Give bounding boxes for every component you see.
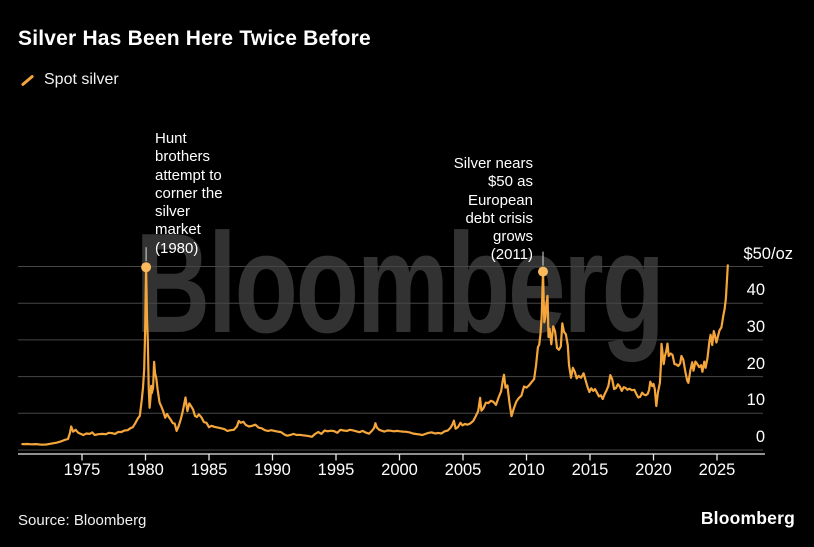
x-tick-label-2020: 2020 <box>635 461 672 479</box>
x-tick-label-1975: 1975 <box>63 461 101 479</box>
y-tick-label-0: 0 <box>755 428 765 446</box>
spot-silver-series <box>21 264 729 446</box>
x-tick-label-2015: 2015 <box>571 461 609 479</box>
y-tick-label-50: $50/oz <box>743 244 793 263</box>
x-tick-label-2025: 2025 <box>698 461 736 479</box>
peak-marker-dot-1 <box>538 266 548 277</box>
source-note: Source: Bloomberg <box>18 512 147 529</box>
bloomberg-watermark: Bloomberg <box>135 204 665 363</box>
y-tick-label-40: 40 <box>746 281 765 300</box>
x-tick-label-1985: 1985 <box>190 461 228 479</box>
x-tick-label-1995: 1995 <box>317 461 355 479</box>
x-tick-label-1980: 1980 <box>127 461 164 479</box>
y-tick-label-10: 10 <box>746 391 765 410</box>
peak-marker-dot-0 <box>141 262 152 273</box>
bloomberg-logo: Bloomberg <box>700 508 795 528</box>
annotation-hunt-brothers-1980: Hunt brothers attempt to corner the silv… <box>155 130 223 257</box>
x-tick-label-1990: 1990 <box>254 461 291 479</box>
legend-label: Spot silver <box>44 71 119 88</box>
x-tick-label-2000: 2000 <box>381 461 418 479</box>
y-tick-label-30: 30 <box>746 317 765 336</box>
legend: Spot silver <box>20 71 119 89</box>
y-tick-label-20: 20 <box>746 354 765 373</box>
x-tick-label-2005: 2005 <box>444 461 482 479</box>
annotation-debt-crisis-2011: Silver nears $50 as European debt crisis… <box>453 155 533 264</box>
chart-title: Silver Has Been Here Twice Before <box>18 27 371 50</box>
x-tick-label-2010: 2010 <box>508 461 545 479</box>
